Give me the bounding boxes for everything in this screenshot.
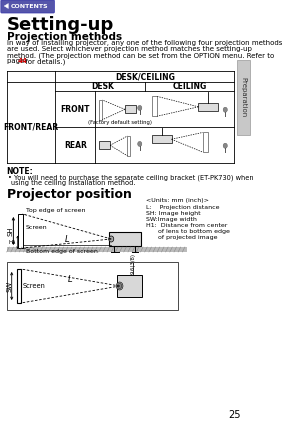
Circle shape [138,105,142,111]
Text: SH: Image height: SH: Image height [146,211,201,216]
Text: of lens to bottom edge: of lens to bottom edge [146,229,230,234]
Text: Bottom edge of screen: Bottom edge of screen [26,249,98,254]
Text: L: L [68,275,73,284]
Text: Screen: Screen [22,283,46,289]
Text: for details.): for details.) [23,58,66,65]
Text: CONTENTS: CONTENTS [11,4,49,9]
Text: are used. Select whichever projection method matches the setting-up: are used. Select whichever projection me… [7,46,252,52]
Bar [18,214,22,248]
Bar [125,105,136,113]
Text: CEILING: CEILING [172,82,207,91]
Polygon shape [4,3,8,8]
Text: 9.6(3/8): 9.6(3/8) [130,253,136,274]
Bar [237,60,250,135]
FancyBboxPatch shape [1,0,54,13]
Text: L: L [64,235,69,244]
Text: of projected image: of projected image [146,235,218,240]
Bar [128,136,130,156]
Bar [7,247,187,252]
Text: In way of installing projector, any one of the following four projection methods: In way of installing projector, any one … [7,40,282,46]
Text: 25: 25 [228,410,241,420]
Text: page: page [7,58,26,64]
Bar [99,142,110,149]
Text: REAR: REAR [64,141,87,150]
Bar [117,275,142,297]
Bar [109,232,140,246]
Text: • You will need to purchase the separate ceiling bracket (ET-PK730) when: • You will need to purchase the separate… [8,174,254,181]
Bar [152,135,172,143]
Text: method. (The projection method can be set from the OPTION menu. Refer to: method. (The projection method can be se… [7,52,274,59]
Circle shape [116,282,123,290]
Text: Projection methods: Projection methods [7,32,122,42]
Circle shape [138,142,142,147]
Text: Preparation: Preparation [240,77,246,118]
Text: 44: 44 [18,58,28,64]
Circle shape [109,236,114,242]
Circle shape [118,283,122,289]
Text: SH: SH [8,226,14,236]
Bar [99,100,102,120]
Circle shape [223,107,227,112]
Text: using the ceiling installation method.: using the ceiling installation method. [11,180,135,186]
Text: Setting-up: Setting-up [7,16,114,34]
Text: <Units: mm (inch)>: <Units: mm (inch)> [146,198,209,203]
Text: Top edge of screen: Top edge of screen [26,208,86,213]
Text: DESK/CEILING: DESK/CEILING [115,72,175,81]
Text: Screen: Screen [26,225,48,230]
Text: (Factory default setting): (Factory default setting) [88,119,152,125]
Text: NOTE:: NOTE: [7,167,33,176]
Bar [7,262,178,310]
Text: DESK: DESK [91,82,114,91]
Text: H1: H1 [8,240,16,245]
Text: SW:Image width: SW:Image width [146,217,197,222]
Bar [152,96,157,116]
Bar [203,133,208,152]
Circle shape [223,143,227,148]
Text: H1:  Distance from center: H1: Distance from center [146,223,228,228]
Text: Projector position: Projector position [7,188,132,201]
Text: L:    Projection distance: L: Projection distance [146,205,220,210]
Text: SW: SW [6,280,12,292]
Text: FRONT/REAR: FRONT/REAR [3,122,58,131]
Bar [17,269,21,303]
Text: FRONT: FRONT [61,105,90,113]
Bar [198,103,218,111]
